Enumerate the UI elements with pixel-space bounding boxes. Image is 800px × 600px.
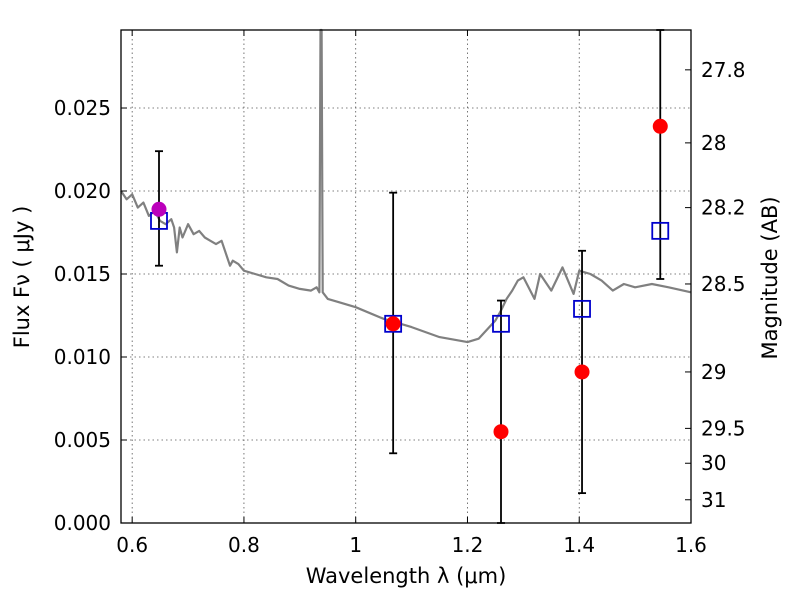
model-spectrum-layer	[120, 28, 692, 344]
plot-frame	[120, 29, 692, 524]
axis-tick-labels: 0.6 0.8 1 1.2 1.4 1.6 0.000 0.005 0.010 0.015 0.02…	[54, 58, 746, 557]
right-axis-label: Magnitude (AB)	[758, 196, 782, 359]
right-axis-tick-label: 27.8	[701, 58, 746, 82]
markers-layer	[150, 118, 670, 440]
filled-circle-marker	[151, 201, 167, 217]
x-tick-label: 1	[349, 533, 362, 557]
filled-circle-marker	[574, 364, 590, 380]
y-tick-label: 0.020	[54, 179, 111, 203]
x-tick-label: 1.6	[675, 533, 707, 557]
x-tick-label: 1.4	[563, 533, 595, 557]
filled-circle-marker	[493, 424, 509, 440]
right-axis-tick-label: 28.2	[701, 196, 746, 220]
x-tick-label: 0.8	[228, 533, 260, 557]
model-spectrum-line	[120, 28, 692, 344]
right-axis-tick-label: 29.5	[701, 416, 746, 440]
y-tick-label: 0.015	[54, 262, 111, 286]
open-square-marker	[651, 221, 670, 240]
right-axis-tick-label: 29	[701, 360, 726, 384]
right-axis-tick-label: 31	[701, 488, 726, 512]
grid-lines	[121, 30, 692, 524]
y-tick-label: 0.025	[54, 96, 111, 120]
filled-circle-marker	[652, 118, 668, 134]
open-square-marker	[492, 314, 510, 333]
x-tick-label: 0.6	[116, 533, 148, 557]
right-axis-tick-label: 28	[701, 131, 726, 155]
right-axis-tick-label: 30	[701, 451, 726, 475]
x-axis-label: Wavelength λ (μm)	[306, 564, 507, 588]
error-bars-layer	[155, 29, 665, 524]
y-tick-label: 0.000	[54, 511, 111, 535]
y-tick-label: 0.010	[54, 345, 111, 369]
right-axis-tick-label: 28.5	[701, 272, 746, 296]
axis-ticks	[121, 30, 692, 524]
open-square-marker	[573, 299, 591, 318]
open-square-marker	[384, 314, 403, 333]
filled-circle-marker	[385, 316, 401, 332]
x-tick-label: 1.2	[452, 533, 484, 557]
y-tick-label: 0.005	[54, 428, 111, 452]
y-axis-label: Flux Fν ( μJy )	[10, 206, 34, 349]
